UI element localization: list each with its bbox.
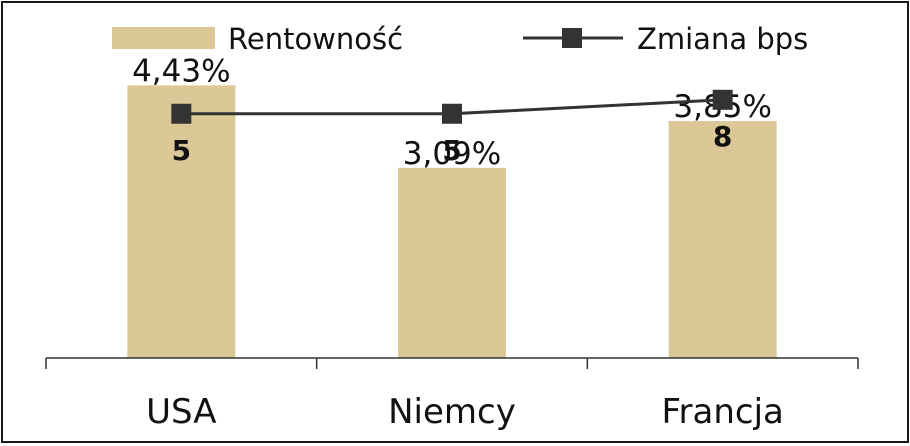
x-tick-label: Niemcy [388, 392, 516, 432]
line-data-label: 5 [172, 134, 191, 167]
legend: Rentowność Zmiana bps [112, 22, 808, 56]
line-data-label: 8 [713, 120, 732, 153]
line-point-marker [171, 104, 191, 124]
bar [127, 85, 235, 358]
bar [669, 121, 777, 358]
line-point-marker [713, 90, 733, 110]
x-tick-label: USA [146, 392, 216, 432]
legend-label-rentownosc: Rentowność [228, 22, 403, 56]
chart-svg: Rentowność Zmiana bps 4,43%3,09%3,85%USA… [3, 3, 907, 441]
legend-label-zmiana-bps: Zmiana bps [637, 22, 808, 56]
legend-marker-zmiana-bps [562, 28, 582, 48]
bar [398, 168, 506, 358]
line-point-marker [442, 104, 462, 124]
bar-data-label: 4,43% [132, 53, 230, 89]
x-tick-label: Francja [661, 392, 783, 432]
line-data-label: 5 [442, 134, 461, 167]
legend-swatch-rentownosc [112, 27, 215, 49]
